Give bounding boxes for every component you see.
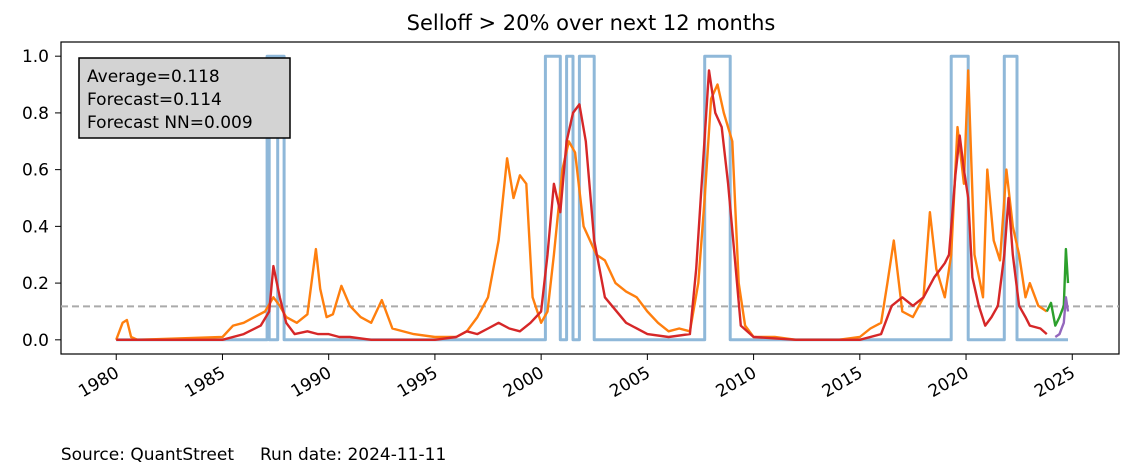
y-tick-label: 1.0 [22, 47, 49, 67]
y-tick-label: 0.4 [22, 217, 49, 237]
series-line-0 [116, 54, 1068, 342]
x-tick-label: 1985 [181, 363, 228, 402]
y-tick-label: 0.6 [22, 161, 49, 181]
x-tick-label: 2025 [1031, 363, 1078, 402]
x-tick-label: 2015 [819, 363, 866, 402]
annotation-forecast: Forecast=0.114 [87, 90, 222, 110]
run-date-text: Run date: 2024-11-11 [260, 445, 447, 465]
series-line-1 [115, 69, 1048, 341]
source-text: Source: QuantStreet [60, 445, 234, 465]
annotation-background [78, 57, 291, 139]
x-tick-label: 2020 [925, 363, 972, 402]
series-line-3 [1045, 247, 1070, 327]
series-layer [61, 54, 1119, 342]
series-line-4 [1054, 296, 1070, 338]
annotation-average: Average=0.118 [87, 67, 220, 87]
footer: Source: QuantStreet Run date: 2024-11-11 [50, 425, 472, 465]
x-tick-label: 2010 [713, 363, 760, 402]
series-line-2 [116, 69, 1048, 341]
annotation-box: Average=0.118 Forecast=0.114 Forecast NN… [78, 57, 291, 139]
chart-title: Selloff > 20% over next 12 months [407, 11, 776, 35]
y-tick-label: 0.2 [22, 274, 49, 294]
x-tick-label: 2000 [500, 363, 547, 402]
chart: Selloff > 20% over next 12 months 0.0 0.2… [22, 11, 1120, 402]
x-tick-label: 1980 [75, 363, 122, 402]
y-tick-label: 0.8 [22, 104, 49, 124]
plot-frame [60, 41, 1120, 355]
x-tick-label: 2005 [606, 363, 653, 402]
annotation-forecast-nn: Forecast NN=0.009 [87, 113, 253, 133]
y-tick-label: 0.0 [22, 331, 49, 351]
x-tick-label: 1990 [288, 363, 335, 402]
x-tick-label: 1995 [394, 363, 441, 402]
